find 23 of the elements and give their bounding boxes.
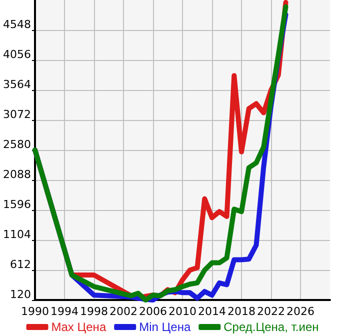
y-tick-label: 4548 xyxy=(2,18,31,31)
y-tick-label: 1104 xyxy=(2,228,31,241)
y-tick-label: 2580 xyxy=(2,138,31,151)
y-tick-label: 3564 xyxy=(2,78,31,91)
legend-label: Сред.Цена, т.иен xyxy=(224,320,319,334)
legend-label: Min Цена xyxy=(139,320,191,334)
legend-label: Max Цена xyxy=(51,320,106,334)
x-tick-label: 2002 xyxy=(109,305,138,318)
x-tick-label: 1998 xyxy=(80,305,108,318)
x-tick-label: 2006 xyxy=(138,305,167,318)
x-tick-label: 1990 xyxy=(20,305,49,318)
y-tick-label: 3072 xyxy=(2,108,31,121)
x-tick-label: 2010 xyxy=(168,305,196,318)
x-tick-label: 2018 xyxy=(228,305,256,318)
y-tick-label: 612 xyxy=(10,258,31,271)
x-tick-label: 2026 xyxy=(286,305,314,318)
y-tick-label: 1596 xyxy=(2,198,31,211)
x-tick-label: 1994 xyxy=(50,305,78,318)
y-tick-label: 4056 xyxy=(2,48,31,61)
y-tick-label: 2088 xyxy=(2,168,31,181)
x-tick-label: 2014 xyxy=(198,305,226,318)
x-tick-label: 2022 xyxy=(257,305,285,318)
y-tick-label: 120 xyxy=(10,288,31,301)
